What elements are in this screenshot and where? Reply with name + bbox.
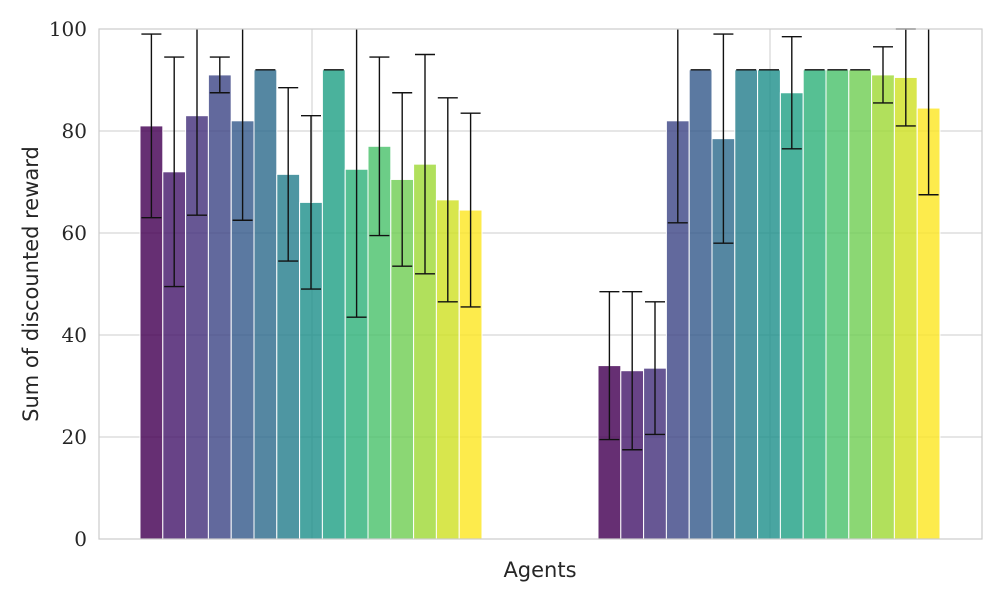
error-bar [713, 33, 734, 244]
bar [893, 76, 918, 540]
y-axis-label: Sum of discounted reward [19, 146, 43, 422]
bar [825, 69, 850, 540]
error-bar [918, 29, 939, 196]
error-bar [346, 29, 367, 318]
bar [321, 69, 346, 540]
error-bar [301, 114, 321, 290]
y-tick-label: 100 [49, 17, 87, 41]
error-bar [460, 112, 481, 308]
bar [779, 92, 804, 540]
error-bar [209, 56, 230, 94]
y-tick-labels: 0 20 40 60 80 100 [49, 17, 87, 551]
y-tick-label: 60 [62, 221, 87, 245]
bar [253, 69, 278, 540]
error-bar [873, 46, 893, 104]
error-bar [369, 56, 390, 237]
error-bar [415, 53, 435, 275]
x-axis-label: Agents [503, 558, 576, 582]
error-bar [645, 301, 665, 436]
bar [688, 69, 713, 540]
error-bar [141, 33, 162, 219]
bar [802, 69, 827, 540]
bar [734, 69, 759, 540]
error-bar [599, 290, 620, 441]
plot-frame [98, 28, 983, 540]
bar [757, 69, 781, 540]
error-bar [392, 92, 413, 267]
error-bar [667, 29, 688, 224]
y-tick-label: 80 [62, 119, 87, 143]
error-bar [164, 56, 185, 288]
y-tick-label: 0 [74, 527, 87, 551]
bar [871, 74, 895, 540]
bar [207, 74, 232, 540]
error-bar [187, 29, 207, 216]
error-bar [781, 35, 802, 150]
y-tick-label: 40 [62, 323, 87, 347]
y-tick-label: 20 [62, 425, 87, 449]
error-bar [622, 290, 643, 451]
error-bar [232, 29, 253, 221]
error-bar [278, 86, 299, 262]
error-bar [437, 97, 458, 303]
error-bars [141, 28, 939, 451]
bars [139, 69, 941, 540]
bar [848, 69, 873, 540]
